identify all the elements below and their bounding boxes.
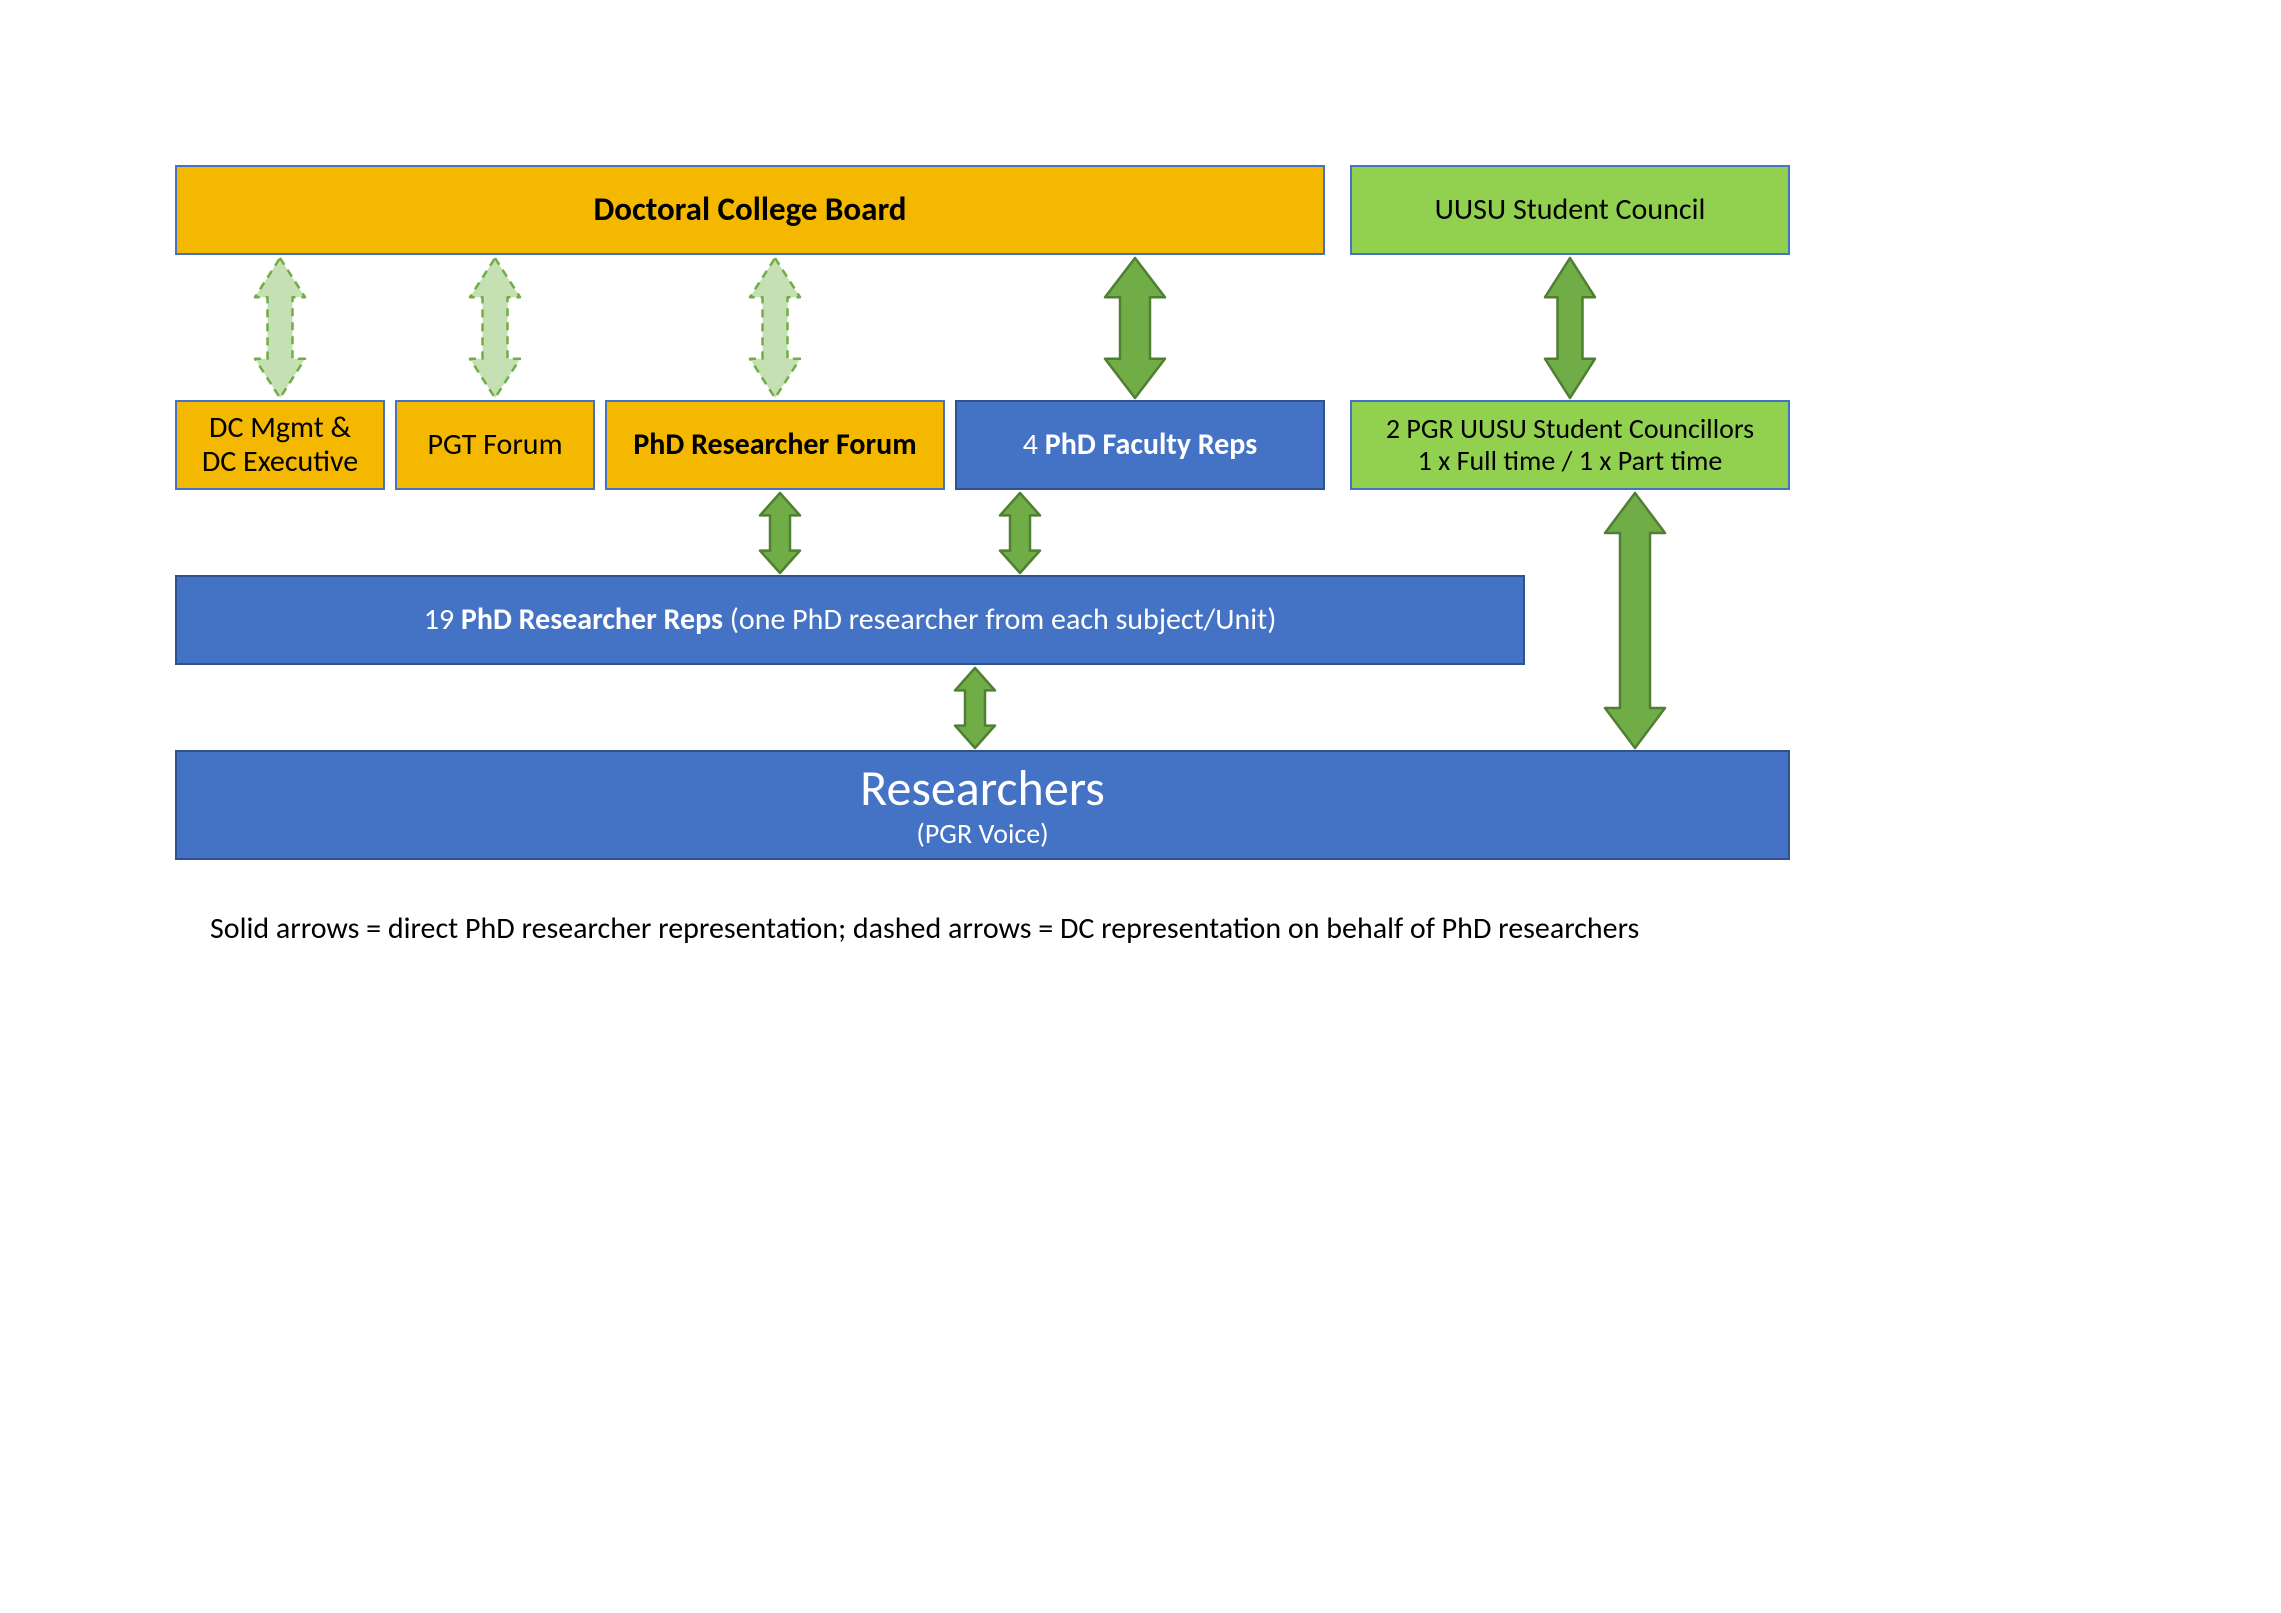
node-label-line2: (PGR Voice) [916,818,1048,850]
node-phd-forum: PhD Researcher Forum [605,400,945,490]
node-label: 4 PhD Faculty Reps [1023,428,1257,463]
node-pgt-forum: PGT Forum [395,400,595,490]
arrow-solid [1605,493,1665,748]
diagram-canvas: Doctoral College Board UUSU Student Coun… [0,0,2281,1613]
node-faculty-reps: 4 PhD Faculty Reps [955,400,1325,490]
node-label-line2: DC Executive [202,445,358,480]
node-label: Doctoral College Board [593,191,906,229]
node-label: UUSU Student Council [1435,193,1706,228]
node-researchers: Researchers (PGR Voice) [175,750,1790,860]
node-researcher-reps: 19 PhD Researcher Reps (one PhD research… [175,575,1525,665]
node-councillors: 2 PGR UUSU Student Councillors 1 x Full … [1350,400,1790,490]
arrow-solid [760,493,800,573]
node-label-line1: 2 PGR UUSU Student Councillors [1386,413,1754,445]
label-prefix: 19 [424,601,461,638]
node-label: PhD Researcher Forum [633,428,916,463]
label-bold: PhD Faculty Reps [1045,426,1257,463]
label-bold: PhD Researcher Reps [461,601,723,638]
arrow-solid [1545,258,1595,398]
node-uusu-council: UUSU Student Council [1350,165,1790,255]
arrow-solid [1000,493,1040,573]
node-doctoral-board: Doctoral College Board [175,165,1325,255]
arrow-solid [1105,258,1165,398]
node-dc-mgmt: DC Mgmt & DC Executive [175,400,385,490]
arrow-dashed [750,258,800,398]
node-label-line1: Researchers [860,760,1105,818]
node-label-line1: DC Mgmt & [209,411,351,446]
arrow-dashed [470,258,520,398]
label-prefix: 4 [1023,426,1045,463]
node-label: 19 PhD Researcher Reps (one PhD research… [424,603,1277,638]
label-suffix: (one PhD researcher from each subject/Un… [723,601,1276,638]
node-label-line2: 1 x Full time / 1 x Part time [1418,445,1723,477]
node-label: PGT Forum [427,428,562,463]
legend-caption: Solid arrows = direct PhD researcher rep… [210,910,1639,947]
arrow-dashed [255,258,305,398]
arrow-solid [955,668,995,748]
